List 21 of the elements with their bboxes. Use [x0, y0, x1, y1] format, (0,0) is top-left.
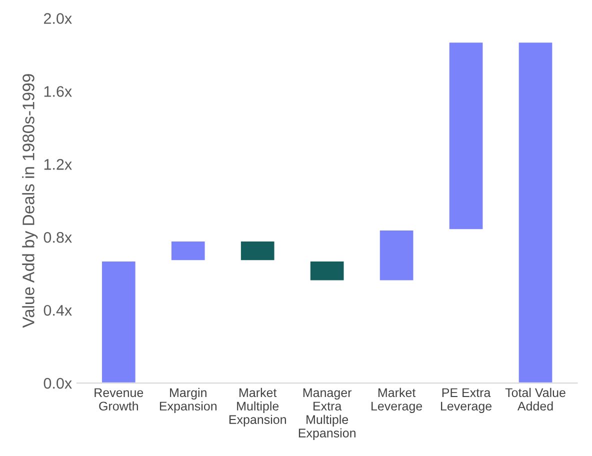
- bar: [517, 41, 554, 384]
- bar: [378, 229, 415, 282]
- x-tick-label: PE Extra Leverage: [441, 388, 492, 414]
- x-tick-label: Total Value Added: [505, 388, 566, 411]
- bar: [100, 260, 137, 384]
- y-tick-label: 0.4x: [44, 304, 72, 316]
- bar: [170, 240, 206, 262]
- x-tick-label: Revenue Growth: [94, 388, 144, 411]
- y-tick-label: 0.8x: [44, 232, 72, 243]
- y-tick-label: 0.0x: [44, 378, 72, 389]
- y-axis-title: Value Add by Deals in 1980s-1999: [22, 74, 38, 328]
- bar: [240, 240, 276, 262]
- x-tick-label: Market Multiple Expansion: [229, 388, 286, 426]
- y-tick-label: 1.2x: [44, 159, 72, 170]
- bar: [448, 41, 484, 231]
- y-tick-label: 1.6x: [44, 86, 72, 97]
- x-tick-label: Manager Extra Multiple Expansion: [298, 388, 356, 440]
- x-tick-label: Market Leverage: [372, 388, 422, 414]
- y-tick-label: 2.0x: [44, 13, 72, 24]
- bar: [309, 260, 346, 282]
- x-tick-label: Margin Expansion: [160, 388, 216, 414]
